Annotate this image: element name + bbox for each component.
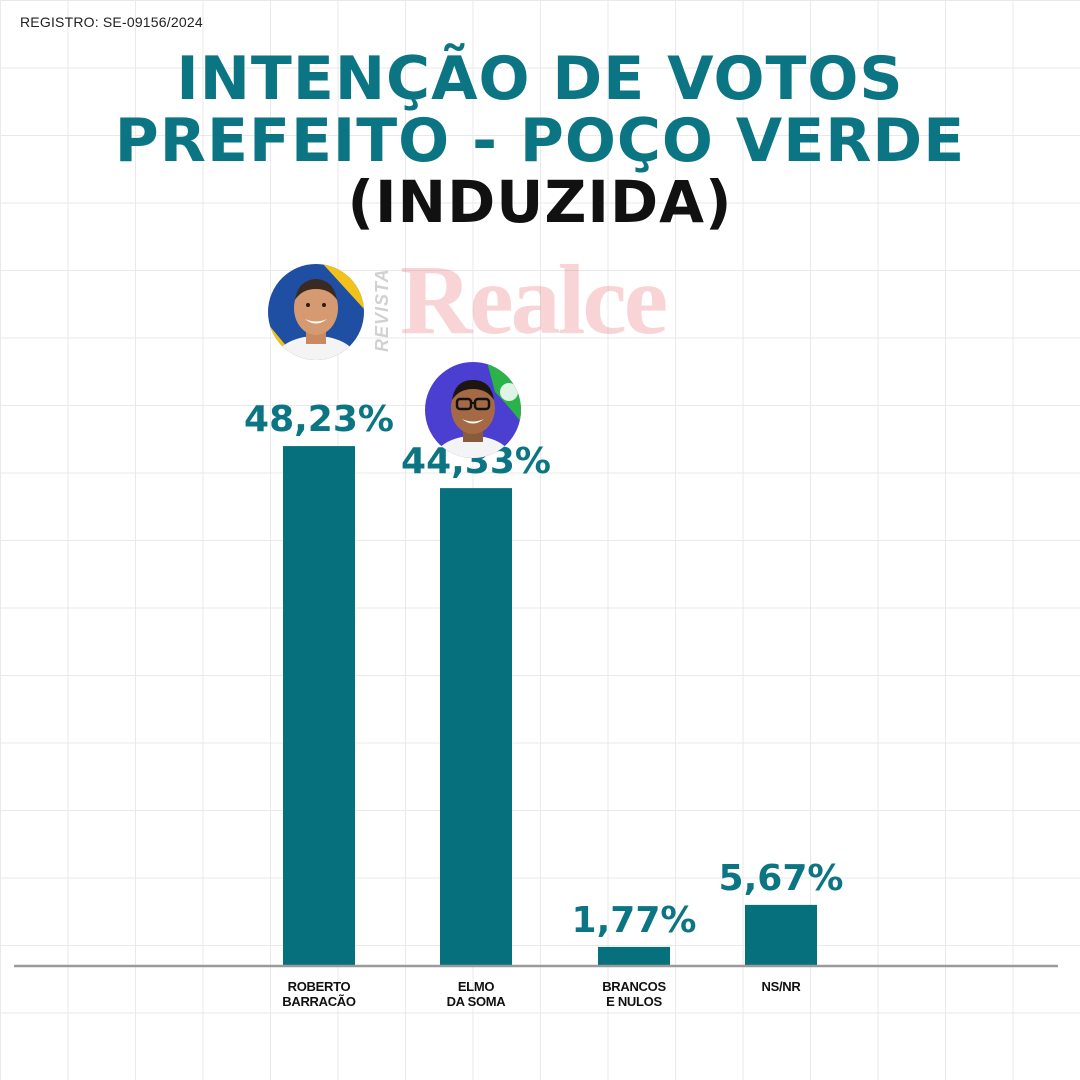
data-label-4: 5,67% bbox=[719, 858, 844, 899]
watermark-brand-text: Realce bbox=[400, 244, 668, 355]
category-label-4-line-1: NS/NR bbox=[762, 979, 802, 994]
candidate-photo-icon bbox=[268, 264, 364, 360]
candidate-avatar-roberto bbox=[268, 264, 364, 360]
registration-number: REGISTRO: SE-09156/2024 bbox=[20, 14, 203, 30]
category-label-1-line-2: BARRACÃO bbox=[282, 994, 356, 1009]
category-label-2-line-1: ELMO bbox=[458, 979, 495, 994]
data-label-1: 48,23% bbox=[244, 399, 394, 440]
bar-1 bbox=[283, 446, 355, 967]
bar-2 bbox=[440, 488, 512, 966]
bar-3 bbox=[598, 946, 670, 966]
category-label-2-line-2: DA SOMA bbox=[447, 994, 507, 1009]
candidate-avatar-elmo bbox=[425, 362, 521, 458]
category-label-1-line-1: ROBERTO bbox=[288, 979, 351, 994]
chart-title-line-3: (INDUZIDA) bbox=[347, 168, 733, 236]
category-label-3-line-2: E NULOS bbox=[606, 994, 662, 1009]
chart-title-line-1: INTENÇÃO DE VOTOS bbox=[176, 44, 904, 114]
category-label-3-line-1: BRANCOS bbox=[602, 979, 666, 994]
chart-title-line-2: PREFEITO - POÇO VERDE bbox=[114, 106, 966, 176]
bar-4 bbox=[745, 904, 817, 966]
data-label-3: 1,77% bbox=[572, 900, 697, 941]
watermark-logo: REVISTA Realce bbox=[372, 244, 712, 362]
candidate-photo-icon bbox=[425, 362, 521, 458]
